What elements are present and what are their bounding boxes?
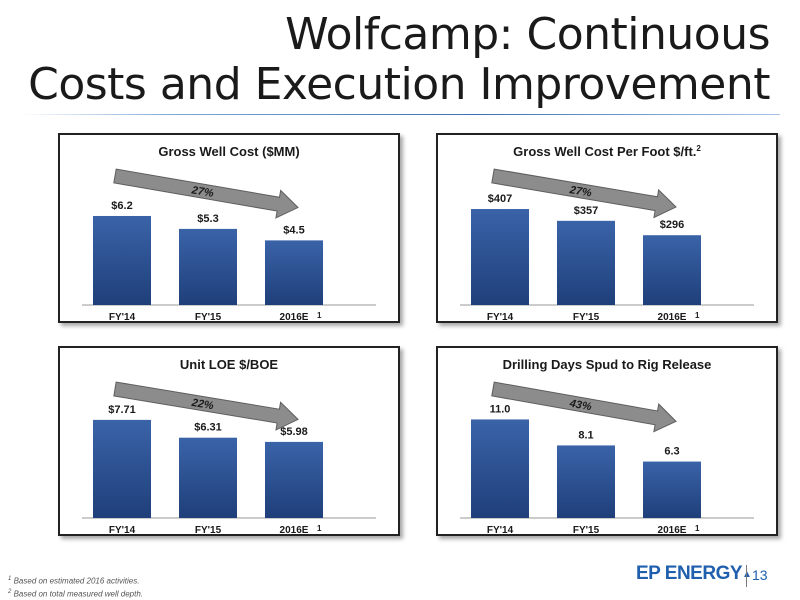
chart-panel-gross-well-cost: Gross Well Cost ($MM) $6.2 FY'14 $5.3 FY'15 $… <box>58 133 400 323</box>
x-tick-label: FY'14 <box>487 312 514 321</box>
bar <box>265 441 323 518</box>
bar <box>557 220 615 305</box>
bar <box>471 209 529 305</box>
slide-title-line-2: Costs and Execution Improvement <box>28 59 770 110</box>
trend-arrow: 22% <box>113 381 299 431</box>
bar <box>179 228 237 305</box>
trend-arrow: 27% <box>491 168 677 219</box>
chart-title-footnote-marker: 2 <box>696 144 701 153</box>
chart-gross-well-cost: Gross Well Cost ($MM) $6.2 FY'14 $5.3 FY'15 $… <box>82 144 376 321</box>
chart-unit-loe: Unit LOE $/BOE $7.71 FY'14 $6.31 FY'15 $5.98 2… <box>82 357 376 534</box>
x-tick-label: FY'15 <box>195 525 222 534</box>
chart-panel-cost-per-foot: Gross Well Cost Per Foot $/ft.2 $407 FY'14… <box>436 133 778 323</box>
footnote-1-text: Based on estimated 2016 activities. <box>13 576 140 586</box>
footnote-2: 2 Based on total measured well depth. <box>8 587 143 600</box>
data-label: $5.98 <box>280 426 308 438</box>
chart-title: Gross Well Cost Per Foot $/ft.2 <box>513 144 701 159</box>
footnote-1: 1 Based on estimated 2016 activities. <box>8 574 143 587</box>
footer-divider <box>746 565 747 587</box>
slide-title: Wolfcamp: Continuous Costs and Execution… <box>28 10 770 110</box>
data-label: 8.1 <box>578 429 593 441</box>
data-label: $296 <box>660 219 684 231</box>
bar <box>179 437 237 518</box>
bar <box>93 419 151 518</box>
x-tick-label: FY'15 <box>573 312 600 321</box>
bar <box>471 419 529 518</box>
x-tick-label: FY'15 <box>195 312 222 321</box>
trend-arrow: 27% <box>113 168 299 219</box>
footnote-2-text: Based on total measured well depth. <box>13 589 143 599</box>
data-label: $4.5 <box>283 224 304 236</box>
trend-percent-label: 27% <box>190 184 215 200</box>
data-label: $5.3 <box>197 213 218 225</box>
data-label: $6.2 <box>111 200 132 212</box>
x-tick-footnote-marker: 1 <box>695 311 700 320</box>
trend-percent-label: 27% <box>568 184 593 200</box>
bar <box>93 215 151 305</box>
x-tick-label: FY'14 <box>109 312 136 321</box>
x-tick-label: 2016E <box>658 525 687 534</box>
data-label: $357 <box>574 205 598 217</box>
company-logo: EP ENERGY▲ <box>636 563 752 585</box>
trend-percent-label: 22% <box>190 397 215 413</box>
x-tick-label: 2016E <box>280 312 309 321</box>
trend-arrow: 43% <box>491 381 677 433</box>
data-label: $6.31 <box>194 422 222 434</box>
bar <box>643 235 701 305</box>
chart-title: Unit LOE $/BOE <box>180 357 279 372</box>
slide-title-line-1: Wolfcamp: Continuous <box>285 9 770 60</box>
trend-percent-label: 43% <box>568 398 593 414</box>
data-label: $407 <box>488 193 512 205</box>
footnote-2-marker: 2 <box>8 588 12 595</box>
x-tick-footnote-marker: 1 <box>695 524 700 533</box>
chart-panel-unit-loe: Unit LOE $/BOE $7.71 FY'14 $6.31 FY'15 $5.98 2… <box>58 346 400 536</box>
x-tick-label: 2016E <box>280 525 309 534</box>
x-tick-label: 2016E <box>658 312 687 321</box>
company-logo-text: EP ENERGY <box>636 563 743 584</box>
data-label: 6.3 <box>664 446 679 458</box>
x-tick-footnote-marker: 1 <box>317 524 322 533</box>
x-tick-label: FY'15 <box>573 525 600 534</box>
bar <box>265 240 323 305</box>
bar <box>557 445 615 518</box>
data-label: $7.71 <box>108 404 136 416</box>
bar <box>643 461 701 518</box>
trend-arrow-shape <box>491 381 677 433</box>
x-tick-footnote-marker: 1 <box>317 311 322 320</box>
trend-arrow-shape <box>113 381 299 431</box>
footnotes: 1 Based on estimated 2016 activities. 2 … <box>8 574 143 599</box>
trend-arrow-shape <box>491 168 677 219</box>
title-divider <box>20 114 780 115</box>
chart-panel-drilling-days: Drilling Days Spud to Rig Release 11.0 FY'… <box>436 346 778 536</box>
page-number: 13 <box>752 567 768 583</box>
chart-title: Drilling Days Spud to Rig Release <box>503 357 712 372</box>
x-tick-label: FY'14 <box>109 525 136 534</box>
footnote-1-marker: 1 <box>8 576 12 582</box>
data-label: 11.0 <box>490 403 511 415</box>
chart-drilling-days: Drilling Days Spud to Rig Release 11.0 FY'… <box>460 357 754 534</box>
chart-cost-per-foot: Gross Well Cost Per Foot $/ft.2 $407 FY'14… <box>460 144 754 321</box>
trend-arrow-shape <box>113 168 299 219</box>
chart-title: Gross Well Cost ($MM) <box>158 144 299 159</box>
x-tick-label: FY'14 <box>487 525 514 534</box>
